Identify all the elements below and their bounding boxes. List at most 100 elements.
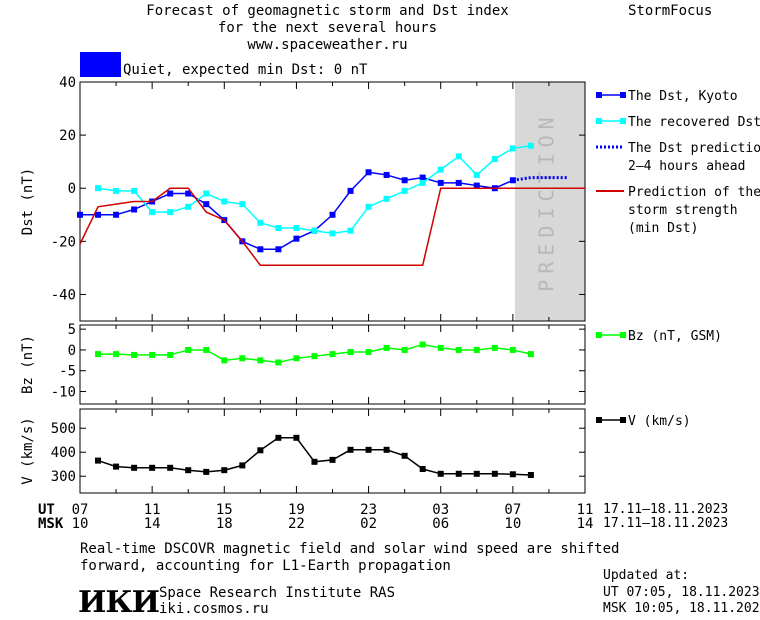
data-point <box>203 201 210 208</box>
data-point <box>311 458 318 465</box>
time-axis: 07 11 15 19 23 03 07 11 10 14 18 22 02 06 10 14 <box>72 502 594 532</box>
y-axis-label: Dst (nT) <box>20 168 36 235</box>
data-point <box>347 349 354 356</box>
data-point <box>131 206 138 213</box>
data-point <box>185 190 192 197</box>
iki-logo: ИКИ <box>78 585 160 620</box>
data-point <box>365 169 372 176</box>
data-point <box>401 177 408 184</box>
y-axis-label: Bz (nT) <box>20 335 36 394</box>
data-point <box>95 211 102 218</box>
prediction-band <box>515 82 585 321</box>
msk-tick-label: 22 <box>288 516 305 532</box>
data-point <box>527 351 534 358</box>
legend-label: The Dst, Kyoto <box>628 89 738 104</box>
data-point <box>491 156 498 163</box>
data-point <box>131 464 138 471</box>
msk-tick-label: 10 <box>72 516 89 532</box>
data-point <box>329 211 336 218</box>
data-point <box>257 357 264 364</box>
data-point <box>473 346 480 353</box>
data-point <box>527 472 534 478</box>
data-point <box>203 468 210 475</box>
legend-label: Bz (nT, GSM) <box>628 329 722 344</box>
series-line <box>79 187 585 266</box>
data-point <box>437 344 444 351</box>
legend-label: storm strength <box>628 203 738 218</box>
legend-marker <box>620 92 626 98</box>
data-point <box>437 470 444 477</box>
data-point <box>347 227 354 234</box>
data-point <box>203 346 210 353</box>
data-point <box>131 187 138 194</box>
legend-marker <box>596 417 602 423</box>
ut-tick-label: 07 <box>72 502 89 518</box>
legend-marker <box>620 417 626 423</box>
data-point <box>185 467 192 474</box>
data-point <box>167 190 174 197</box>
data-point <box>383 344 390 351</box>
institute-url[interactable]: iki.cosmos.ru <box>159 601 269 617</box>
ut-tick-label: 11 <box>577 502 594 518</box>
legend-marker <box>620 332 626 338</box>
data-point <box>149 209 156 216</box>
data-point <box>77 211 83 218</box>
dst-panel: PREDICTION 40 20 0 -20 -40 Dst (nT) <box>20 75 586 322</box>
data-point <box>95 351 102 358</box>
data-point <box>347 446 354 453</box>
msk-tick-label: 06 <box>432 516 449 532</box>
data-point <box>419 466 426 472</box>
data-point <box>221 198 228 205</box>
y-axis-label: V (km/s) <box>20 417 36 484</box>
panel-frame <box>79 324 586 405</box>
chart-title-line1: Forecast of geomagnetic storm and Dst in… <box>146 3 509 19</box>
panel-frame <box>79 81 586 322</box>
note-line1: Real-time DSCOVR magnetic field and sola… <box>80 541 620 557</box>
msk-label: MSK <box>38 516 64 532</box>
y-tick-label: -10 <box>51 385 76 401</box>
updated-label: Updated at: <box>603 568 690 583</box>
data-point <box>347 187 354 194</box>
msk-tick-label: 14 <box>144 516 161 532</box>
updated-msk: MSK 10:05, 18.11.2023 <box>603 601 760 616</box>
data-point <box>437 166 444 173</box>
data-point <box>329 351 336 358</box>
ut-tick-label: 07 <box>504 502 521 518</box>
data-point <box>275 434 282 441</box>
data-point <box>509 471 516 478</box>
data-point <box>257 447 264 454</box>
ut-tick-label: 15 <box>216 502 233 518</box>
ut-tick-label: 19 <box>288 502 305 518</box>
msk-tick-label: 14 <box>577 516 594 532</box>
data-point <box>149 464 156 471</box>
data-point <box>419 179 426 186</box>
legend-label: The Dst prediction <box>628 141 760 156</box>
bz-panel: 5 0 -5 -10 Bz (nT) <box>20 322 586 405</box>
website-link[interactable]: www.spaceweather.ru <box>247 37 408 53</box>
data-point <box>527 142 534 149</box>
data-point <box>275 225 282 232</box>
data-point <box>95 457 102 464</box>
status-color-box <box>80 52 121 77</box>
data-point <box>401 346 408 353</box>
data-point <box>185 203 192 210</box>
data-point <box>455 470 462 477</box>
data-point <box>509 145 516 152</box>
data-point <box>383 171 390 178</box>
series-line <box>512 176 567 182</box>
data-point <box>419 341 426 348</box>
data-point <box>329 456 336 463</box>
y-tick-label: 300 <box>51 469 76 485</box>
speed-panel: 500 400 300 V (km/s) <box>20 408 586 494</box>
data-point <box>275 246 282 253</box>
data-point <box>293 355 300 362</box>
legend-marker <box>596 118 602 124</box>
chart-title-line2: for the next several hours <box>217 20 438 36</box>
data-point <box>365 349 372 356</box>
y-tick-label: 0 <box>68 181 76 197</box>
data-point <box>455 153 462 160</box>
y-tick-label: 500 <box>51 421 76 437</box>
data-point <box>221 467 228 474</box>
y-tick-label: 0 <box>68 343 76 359</box>
